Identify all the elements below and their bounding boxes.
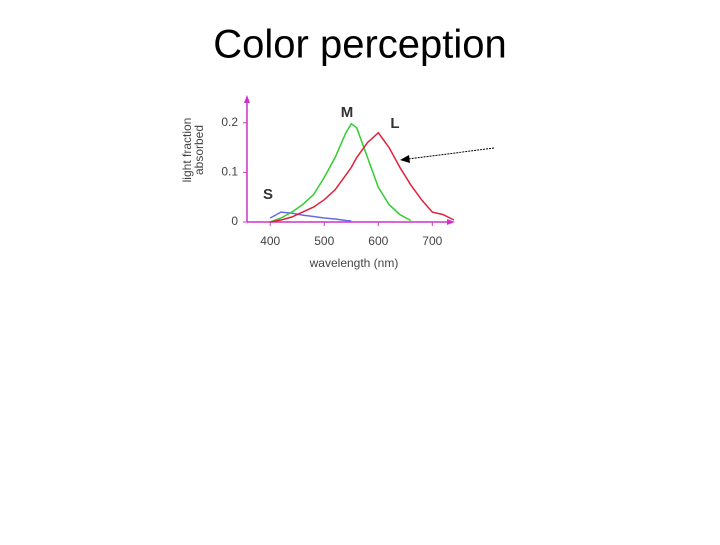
- x-axis-arrow: [447, 219, 455, 225]
- x-tick-label: 600: [368, 234, 388, 248]
- x-tick-label: 700: [422, 234, 442, 248]
- y-tick-label: 0.2: [221, 115, 238, 129]
- pointer-arrow: [407, 147, 495, 160]
- series-line: [269, 211, 352, 222]
- series-label: M: [341, 104, 354, 121]
- series-label: S: [263, 186, 273, 203]
- y-tick-label: 0.1: [221, 165, 238, 179]
- pointer-arrowhead: [400, 155, 410, 163]
- x-axis-label: wavelength (nm): [309, 256, 399, 270]
- x-tick-label: 400: [260, 234, 280, 248]
- series-label: L: [390, 115, 399, 132]
- y-axis-arrow: [244, 95, 250, 103]
- series-line: [269, 122, 412, 223]
- y-axis-label: light fraction: [180, 118, 194, 183]
- x-tick-label: 500: [314, 234, 334, 248]
- y-axis-label: absorbed: [192, 125, 206, 175]
- series-line: [270, 131, 455, 223]
- slide-title: Color perception: [213, 23, 507, 67]
- y-tick-label: 0: [231, 214, 238, 228]
